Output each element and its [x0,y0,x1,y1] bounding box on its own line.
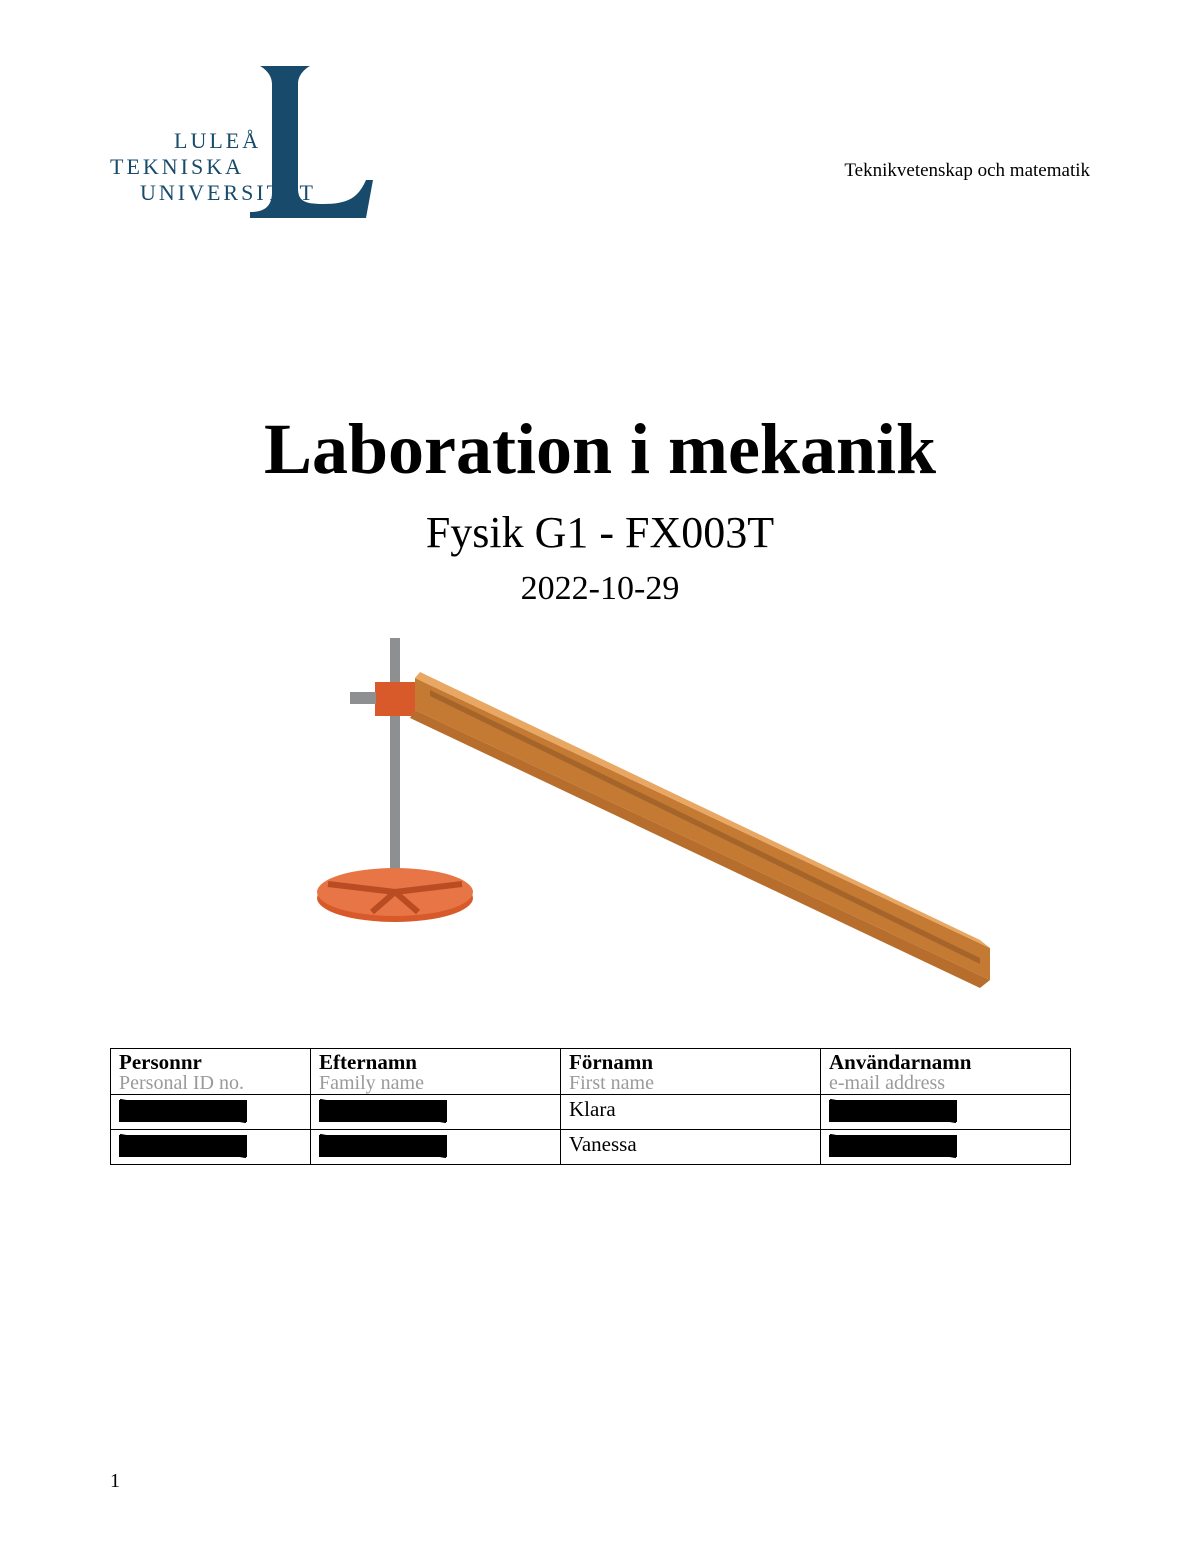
redacted-box [319,1100,447,1122]
redacted-box [119,1135,247,1157]
col-anvandarnamn: Användarnamn e-mail address [821,1049,1071,1095]
cell-personnr [111,1130,311,1165]
cell-efternamn [311,1095,561,1130]
cell-anvandarnamn [821,1130,1071,1165]
table-row: Klara [111,1095,1071,1130]
col-label: Personnr [119,1050,202,1074]
col-label: Efternamn [319,1050,417,1074]
department-label: Teknikvetenskap och matematik [844,160,1090,182]
logo-word-lulea: LULEÅ [174,130,261,152]
document-date: 2022-10-29 [110,570,1090,608]
apparatus-figure [210,628,990,1008]
header: LULEÅ TEKNISKA UNIVERSITET Teknikvetensk… [110,60,1090,230]
col-label: Förnamn [569,1050,653,1074]
document-subtitle: Fysik G1 - FX003T [110,507,1090,558]
cell-personnr [111,1095,311,1130]
logo-word-universitet: UNIVERSITET [140,182,316,204]
title-block: Laboration i mekanik Fysik G1 - FX003T 2… [110,410,1090,608]
col-sublabel: Family name [319,1073,552,1094]
table-header-row: Personnr Personal ID no. Efternamn Famil… [111,1049,1071,1095]
cell-efternamn [311,1130,561,1165]
cell-fornamn: Vanessa [561,1130,821,1165]
col-sublabel: First name [569,1073,812,1094]
page-number: 1 [110,1470,120,1493]
col-fornamn: Förnamn First name [561,1049,821,1095]
page: LULEÅ TEKNISKA UNIVERSITET Teknikvetensk… [0,0,1200,1553]
table-body: Klara Vanessa [111,1095,1071,1165]
document-title: Laboration i mekanik [110,410,1090,489]
redacted-box [829,1100,957,1122]
logo-word-tekniska: TEKNISKA [110,156,244,178]
col-sublabel: e-mail address [829,1073,1062,1094]
col-label: Användarnamn [829,1050,971,1074]
cell-anvandarnamn [821,1095,1071,1130]
university-logo: LULEÅ TEKNISKA UNIVERSITET [110,60,420,230]
col-sublabel: Personal ID no. [119,1073,302,1094]
redacted-box [319,1135,447,1157]
redacted-box [119,1100,247,1122]
col-efternamn: Efternamn Family name [311,1049,561,1095]
redacted-box [829,1135,957,1157]
cell-fornamn: Klara [561,1095,821,1130]
student-table: Personnr Personal ID no. Efternamn Famil… [110,1048,1090,1165]
table-row: Vanessa [111,1130,1071,1165]
col-personnr: Personnr Personal ID no. [111,1049,311,1095]
